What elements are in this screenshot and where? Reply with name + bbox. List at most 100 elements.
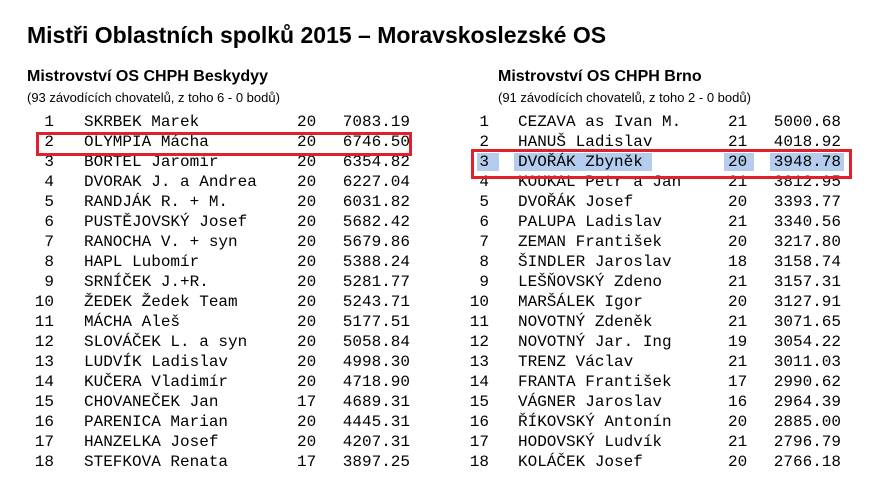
rank: 11 xyxy=(34,313,54,331)
breeder-name: SKRBEK Marek xyxy=(84,113,200,131)
rank: 18 xyxy=(34,453,54,471)
count: 20 xyxy=(297,193,317,211)
score: 4207.31 xyxy=(342,433,410,451)
rank: 10 xyxy=(469,293,489,311)
breeder-name: HAPL Lubomír xyxy=(84,253,200,271)
score: 3340.56 xyxy=(773,213,841,231)
rank: 2 xyxy=(44,133,54,151)
score: 2990.62 xyxy=(773,373,841,391)
score: 3127.91 xyxy=(773,293,841,311)
breeder-name: KOLÁČEK Josef xyxy=(518,453,643,471)
count: 21 xyxy=(728,273,748,291)
score: 5281.77 xyxy=(342,273,410,291)
breeder-name: RANOCHA V. + syn xyxy=(84,233,238,251)
rank: 6 xyxy=(44,213,54,231)
count: 20 xyxy=(297,173,317,191)
count: 20 xyxy=(297,333,317,351)
breeder-name: DVORAK J. a Andrea xyxy=(84,173,257,191)
score: 4689.31 xyxy=(342,393,410,411)
score: 6031.82 xyxy=(342,193,410,211)
score: 4445.31 xyxy=(342,413,410,431)
rank: 8 xyxy=(44,253,54,271)
rank: 15 xyxy=(34,393,54,411)
score: 3071.65 xyxy=(773,313,841,331)
section-subtitle: (91 závodících chovatelů, z toho 2 - 0 b… xyxy=(498,90,751,105)
score: 3158.74 xyxy=(773,253,841,271)
breeder-name: TRENZ Václav xyxy=(518,353,634,371)
rank: 16 xyxy=(469,413,489,431)
highlight-box xyxy=(36,132,412,156)
count: 16 xyxy=(728,393,748,411)
rank: 17 xyxy=(469,433,489,451)
selection xyxy=(514,153,652,171)
score: 5000.68 xyxy=(773,113,841,131)
score: 4718.90 xyxy=(342,373,410,391)
rank: 2 xyxy=(479,133,489,151)
count: 20 xyxy=(297,313,317,331)
section-subtitle: (93 závodících chovatelů, z toho 6 - 0 b… xyxy=(27,90,280,105)
score: 6354.82 xyxy=(342,153,410,171)
rank: 18 xyxy=(469,453,489,471)
rank: 10 xyxy=(34,293,54,311)
score: 2885.00 xyxy=(773,413,841,431)
count: 20 xyxy=(728,413,748,431)
section-title: Mistrovství OS CHPH Beskydyy xyxy=(27,68,268,85)
count: 20 xyxy=(297,293,317,311)
breeder-name: MARŠÁLEK Igor xyxy=(518,293,643,311)
selection xyxy=(477,153,499,171)
score: 4998.30 xyxy=(342,353,410,371)
breeder-name: STEFKOVA Renata xyxy=(84,453,229,471)
score: 3897.25 xyxy=(342,453,410,471)
breeder-name: BORTEL Jaromír xyxy=(84,153,219,171)
rank: 5 xyxy=(479,193,489,211)
score: 7083.19 xyxy=(342,113,410,131)
breeder-name: MÁCHA Aleš xyxy=(84,313,181,331)
score: 5243.71 xyxy=(342,293,410,311)
rank: 1 xyxy=(44,113,54,131)
highlight-box xyxy=(471,149,852,179)
count: 20 xyxy=(728,233,748,251)
rank: 13 xyxy=(34,353,54,371)
score: 5682.42 xyxy=(342,213,410,231)
count: 20 xyxy=(297,273,317,291)
breeder-name: SRNÍČEK J.+R. xyxy=(84,273,209,291)
score: 3011.03 xyxy=(773,353,841,371)
score: 6746.50 xyxy=(342,133,410,151)
rank: 3 xyxy=(44,153,54,171)
rank: 17 xyxy=(34,433,54,451)
breeder-name: RANDJÁK R. + M. xyxy=(84,193,229,211)
count: 19 xyxy=(728,333,748,351)
rank: 5 xyxy=(44,193,54,211)
rank: 4 xyxy=(44,173,54,191)
count: 17 xyxy=(297,453,317,471)
count: 21 xyxy=(728,133,748,151)
count: 20 xyxy=(728,193,748,211)
count: 20 xyxy=(728,293,748,311)
selection xyxy=(770,153,844,171)
score: 3393.77 xyxy=(773,193,841,211)
breeder-name: SLOVÁČEK L. a syn xyxy=(84,333,248,351)
rank: 12 xyxy=(469,333,489,351)
selection xyxy=(724,153,754,171)
count: 17 xyxy=(297,393,317,411)
section-title: Mistrovství OS CHPH Brno xyxy=(498,68,702,85)
count: 20 xyxy=(297,113,317,131)
count: 20 xyxy=(297,253,317,271)
count: 20 xyxy=(297,353,317,371)
count: 21 xyxy=(728,433,748,451)
rank: 14 xyxy=(469,373,489,391)
breeder-name: ŘÍKOVSKÝ Antonín xyxy=(518,413,672,431)
breeder-name: CEZAVA as Ivan M. xyxy=(518,113,682,131)
breeder-name: DVOŘÁK Josef xyxy=(518,193,634,211)
rank: 15 xyxy=(469,393,489,411)
breeder-name: LEŠŇOVSKÝ Zdeno xyxy=(518,273,663,291)
count: 20 xyxy=(297,153,317,171)
breeder-name: ŠINDLER Jaroslav xyxy=(518,253,672,271)
breeder-name: HANUŠ Ladislav xyxy=(518,133,653,151)
breeder-name: LUDVÍK Ladislav xyxy=(84,353,229,371)
score: 6227.04 xyxy=(342,173,410,191)
score: 3948.78 xyxy=(773,153,841,171)
score: 2796.79 xyxy=(773,433,841,451)
breeder-name: VÁGNER Jaroslav xyxy=(518,393,663,411)
rank: 16 xyxy=(34,413,54,431)
